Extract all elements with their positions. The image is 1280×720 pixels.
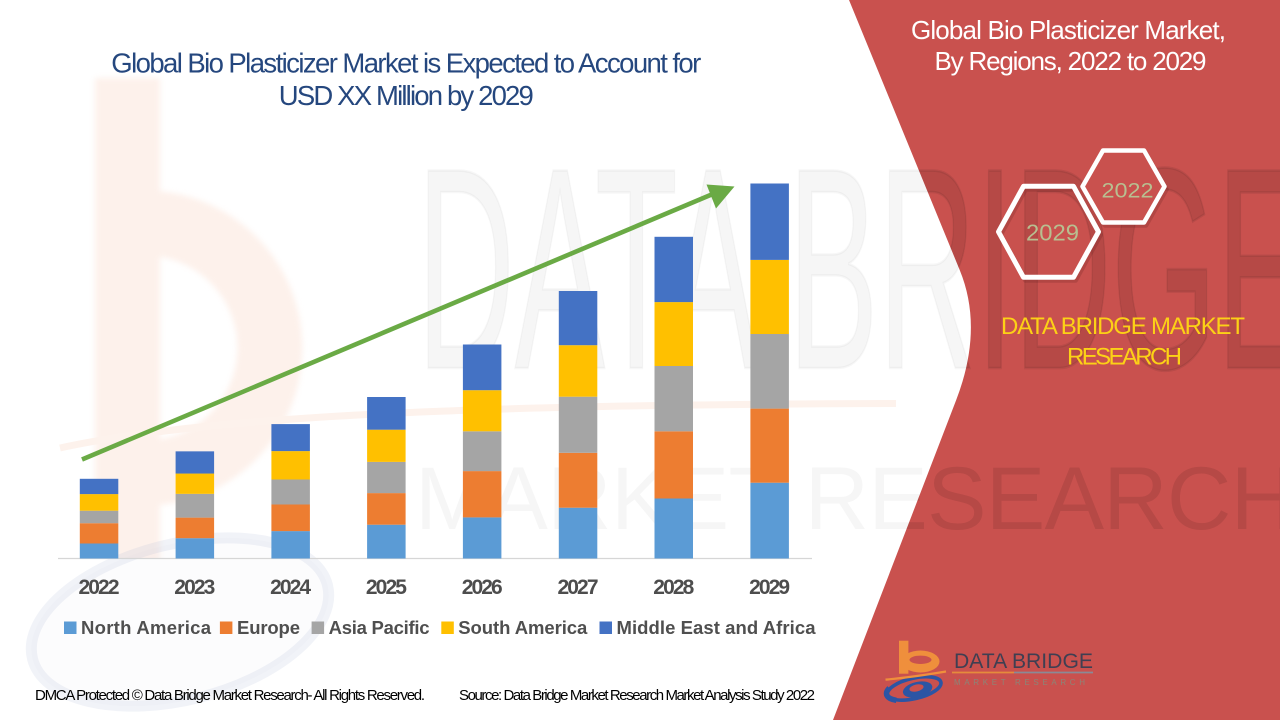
svg-text:By Regions, 2022 to 2029: By Regions, 2022 to 2029 (935, 46, 1207, 76)
svg-text:Global Bio Plasticizer Market: Global Bio Plasticizer Market is Expecte… (111, 48, 701, 79)
svg-text:MARKET RESEARCH: MARKET RESEARCH (954, 678, 1085, 687)
svg-text:2022: 2022 (79, 576, 120, 599)
svg-text:Asia Pacific: Asia Pacific (329, 617, 430, 638)
svg-text:DATA BRIDGE MARKET: DATA BRIDGE MARKET (1001, 313, 1245, 340)
svg-text:DATA BRIDGE: DATA BRIDGE (954, 650, 1093, 673)
svg-text:North America: North America (81, 617, 212, 638)
svg-text:South America: South America (458, 617, 588, 638)
svg-text:2026: 2026 (462, 576, 503, 599)
svg-text:Europe: Europe (237, 617, 300, 638)
svg-text:2028: 2028 (653, 576, 694, 599)
svg-text:2029: 2029 (749, 576, 790, 599)
svg-text:2029: 2029 (1026, 220, 1079, 246)
svg-text:USD XX Million by 2029: USD XX Million by 2029 (279, 80, 534, 111)
svg-text:2023: 2023 (174, 576, 215, 599)
svg-text:DMCA Protected © Data Bridge M: DMCA Protected © Data Bridge Market Rese… (35, 687, 425, 704)
svg-text:2027: 2027 (558, 576, 599, 599)
svg-text:RESEARCH: RESEARCH (1067, 344, 1182, 371)
svg-text:Middle East and Africa: Middle East and Africa (617, 617, 817, 638)
svg-text:Source: Data Bridge Market Res: Source: Data Bridge Market Research Mark… (459, 687, 815, 704)
svg-text:2024: 2024 (270, 576, 311, 599)
svg-text:Global Bio Plasticizer Market,: Global Bio Plasticizer Market, (911, 15, 1226, 45)
svg-text:2022: 2022 (1102, 180, 1154, 203)
svg-text:2025: 2025 (366, 576, 407, 599)
